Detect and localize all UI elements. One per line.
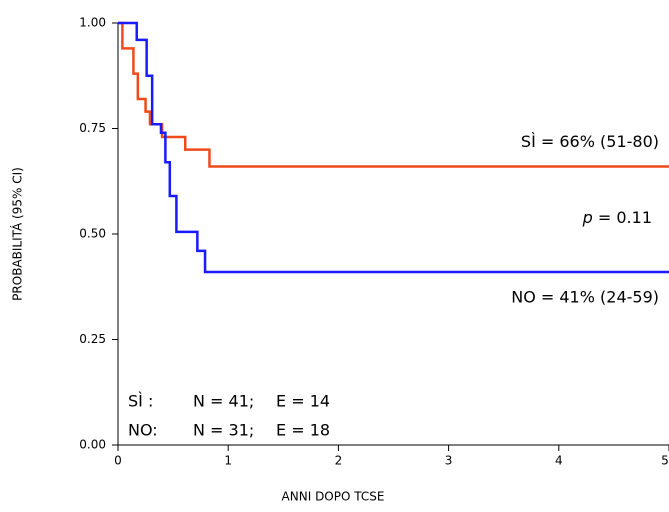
y-axis-label: PROBABILITÁ (95% CI) (10, 167, 25, 301)
x-tick-label: 4 (555, 454, 563, 468)
km-curve (118, 21, 669, 168)
legend-name: SÌ : (128, 392, 153, 411)
y-tick-label: 0.50 (79, 227, 106, 241)
y-tick-label: 0.00 (79, 438, 106, 452)
y-tick-label: 0.75 (79, 121, 106, 135)
x-tick-label: 0 (114, 454, 122, 468)
y-tick-label: 1.00 (79, 16, 106, 30)
x-tick-label: 1 (224, 454, 232, 468)
estimate-label: SÌ = 66% (51-80) (521, 132, 659, 151)
p-text: = 0.11 (598, 208, 652, 227)
legend-n: N = 41; (193, 392, 254, 411)
x-tick-label: 2 (335, 454, 343, 468)
km-curve (118, 21, 669, 274)
x-tick-label: 3 (445, 454, 453, 468)
x-tick-label: 5 (661, 454, 669, 468)
legend-n: N = 31; (193, 421, 254, 440)
legend-name: NO: (128, 421, 158, 440)
p-value: p = 0.11 (582, 208, 652, 227)
y-tick-label: 0.25 (79, 332, 106, 346)
x-axis-label: ANNI DOPO TCSE (282, 490, 385, 504)
p-symbol: p (582, 208, 593, 227)
legend-e: E = 14 (276, 392, 330, 411)
estimate-label: NO = 41% (24-59) (511, 287, 659, 306)
legend-e: E = 18 (276, 421, 330, 440)
